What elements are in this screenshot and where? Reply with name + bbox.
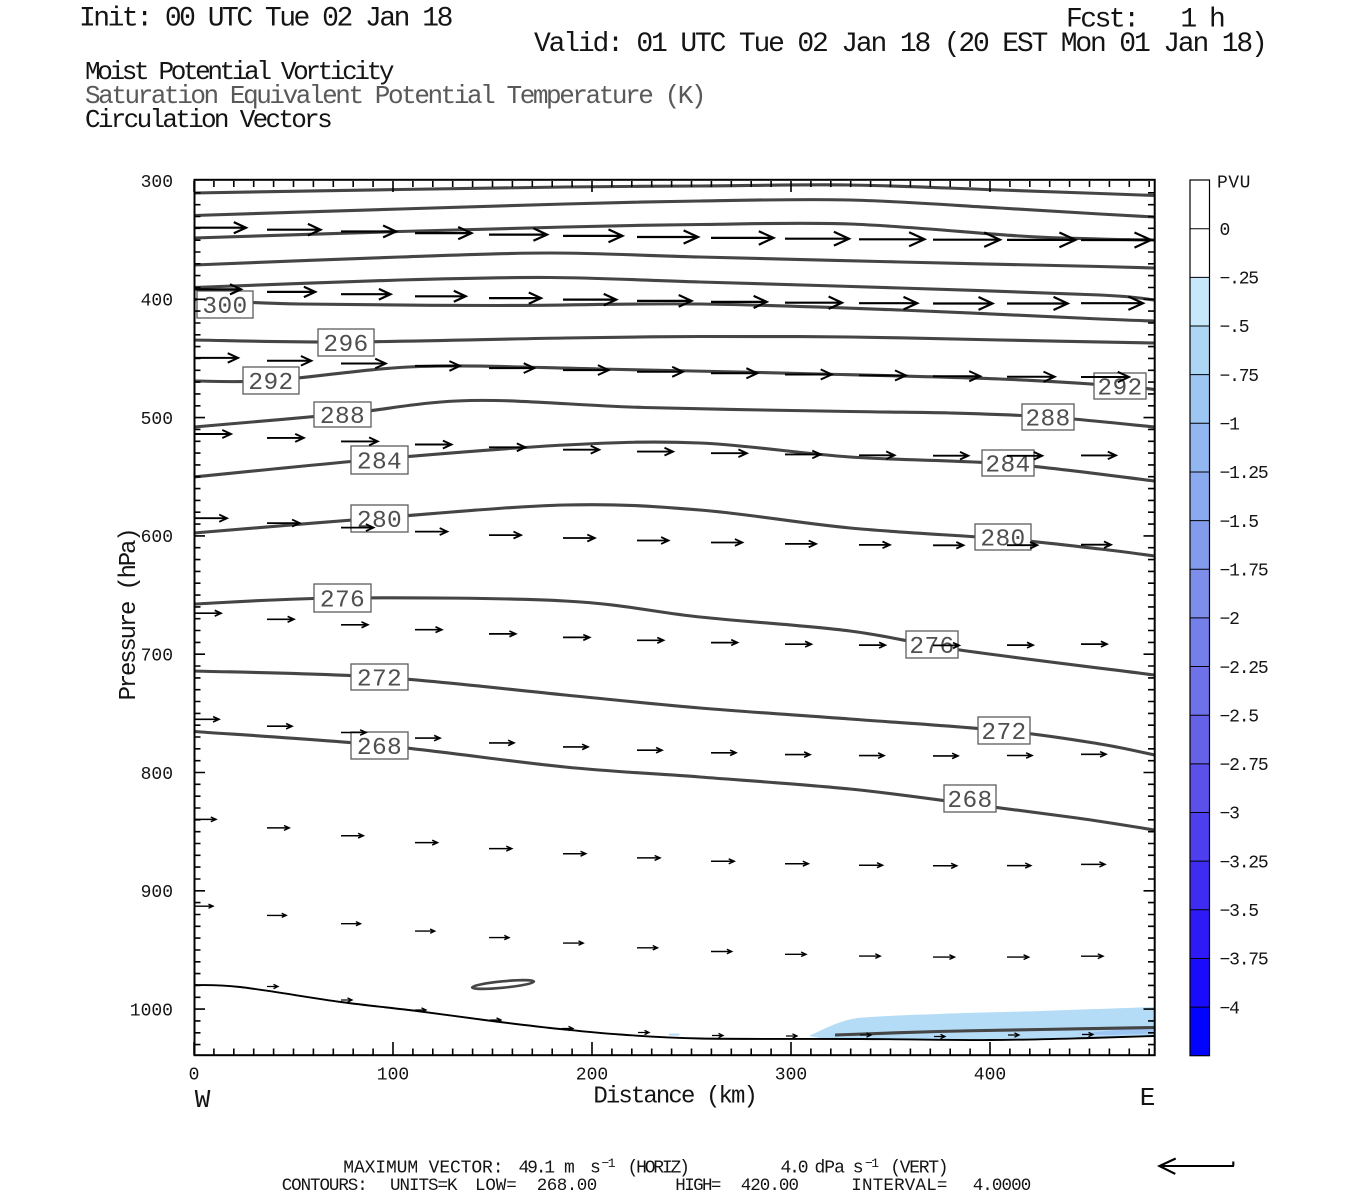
svg-text:W: W — [195, 1085, 211, 1115]
svg-text:100: 100 — [377, 1065, 409, 1085]
svg-text:4.0000: 4.0000 — [973, 1176, 1031, 1196]
svg-text:1000: 1000 — [130, 1002, 173, 1022]
svg-text:−.75: −.75 — [1220, 367, 1259, 387]
svg-text:−.25: −.25 — [1220, 270, 1259, 290]
svg-text:280: 280 — [980, 526, 1025, 553]
svg-text:288: 288 — [320, 404, 365, 431]
svg-text:−2.5: −2.5 — [1220, 707, 1259, 727]
svg-text:−2.75: −2.75 — [1220, 756, 1268, 776]
svg-text:284: 284 — [357, 449, 402, 476]
svg-text:dPa: dPa — [815, 1158, 846, 1178]
svg-text:268: 268 — [357, 735, 402, 762]
svg-text:268: 268 — [947, 788, 992, 815]
svg-text:−2: −2 — [1220, 610, 1240, 630]
svg-text:MAXIMUM VECTOR:: MAXIMUM VECTOR: — [343, 1158, 503, 1178]
svg-text:700: 700 — [141, 647, 173, 667]
svg-text:m: m — [564, 1158, 575, 1178]
svg-text:288: 288 — [1025, 406, 1070, 433]
svg-text:Distance (km): Distance (km) — [593, 1084, 756, 1111]
svg-text:−1: −1 — [1220, 416, 1240, 436]
svg-text:−2.25: −2.25 — [1220, 659, 1268, 679]
svg-text:E: E — [1140, 1083, 1156, 1113]
svg-text:UNITS=K: UNITS=K — [390, 1176, 458, 1196]
svg-text:INTERVAL=: INTERVAL= — [851, 1176, 947, 1196]
svg-text:268.00: 268.00 — [537, 1176, 597, 1196]
svg-text:CONTOURS:: CONTOURS: — [282, 1176, 367, 1196]
svg-text:HIGH=: HIGH= — [675, 1176, 721, 1196]
svg-text:0: 0 — [189, 1065, 200, 1085]
svg-text:PVU: PVU — [1217, 173, 1251, 193]
svg-text:292: 292 — [1097, 375, 1142, 402]
svg-text:−1.5: −1.5 — [1220, 513, 1259, 533]
svg-text:Valid: 01 UTC Tue 02 Jan 18 (2: Valid: 01 UTC Tue 02 Jan 18 (20 EST Mon … — [534, 29, 1266, 60]
svg-text:−1.75: −1.75 — [1220, 562, 1268, 582]
svg-text:300: 300 — [775, 1065, 807, 1085]
svg-text:Fcst: 1 h: Fcst: 1 h — [1066, 5, 1224, 36]
svg-text:−4: −4 — [1220, 999, 1240, 1019]
svg-text:LOW=: LOW= — [475, 1176, 517, 1196]
svg-text:400: 400 — [974, 1065, 1006, 1085]
svg-text:(HORIZ): (HORIZ) — [628, 1158, 688, 1178]
svg-text:284: 284 — [985, 452, 1030, 479]
svg-text:−1: −1 — [865, 1156, 879, 1171]
svg-text:300: 300 — [141, 173, 173, 193]
svg-text:−3.5: −3.5 — [1220, 902, 1259, 922]
svg-text:s: s — [590, 1158, 601, 1178]
svg-text:600: 600 — [141, 528, 173, 548]
svg-text:Pressure (hPa): Pressure (hPa) — [116, 530, 143, 701]
svg-text:−3.75: −3.75 — [1220, 951, 1268, 971]
svg-text:272: 272 — [981, 720, 1026, 747]
svg-text:276: 276 — [320, 587, 365, 614]
svg-text:−3: −3 — [1220, 805, 1240, 825]
svg-text:200: 200 — [576, 1065, 608, 1085]
svg-text:300: 300 — [202, 294, 247, 321]
svg-text:900: 900 — [141, 883, 173, 903]
svg-text:Saturation Equivalent Potentia: Saturation Equivalent Potential Temperat… — [85, 81, 704, 111]
svg-text:s: s — [853, 1158, 864, 1178]
svg-text:500: 500 — [141, 410, 173, 430]
svg-text:4.0: 4.0 — [781, 1158, 808, 1178]
svg-text:−1.25: −1.25 — [1220, 464, 1268, 484]
svg-text:296: 296 — [323, 332, 368, 359]
svg-text:280: 280 — [357, 508, 402, 535]
svg-text:272: 272 — [357, 666, 402, 693]
svg-text:Circulation Vectors: Circulation Vectors — [85, 105, 331, 135]
svg-text:Moist Potential Vorticity: Moist Potential Vorticity — [85, 57, 394, 87]
svg-text:−1: −1 — [602, 1156, 616, 1171]
svg-text:(VERT): (VERT) — [890, 1158, 947, 1178]
svg-text:292: 292 — [248, 370, 293, 397]
svg-text:Init: 00 UTC Tue 02 Jan 18: Init: 00 UTC Tue 02 Jan 18 — [79, 3, 452, 34]
svg-text:276: 276 — [909, 634, 954, 661]
svg-text:49.1: 49.1 — [519, 1158, 555, 1178]
svg-text:−.5: −.5 — [1220, 318, 1249, 338]
svg-text:400: 400 — [141, 292, 173, 312]
svg-text:0: 0 — [1220, 221, 1230, 241]
svg-text:−3.25: −3.25 — [1220, 853, 1268, 873]
svg-text:800: 800 — [141, 765, 173, 785]
svg-text:420.00: 420.00 — [741, 1176, 799, 1196]
